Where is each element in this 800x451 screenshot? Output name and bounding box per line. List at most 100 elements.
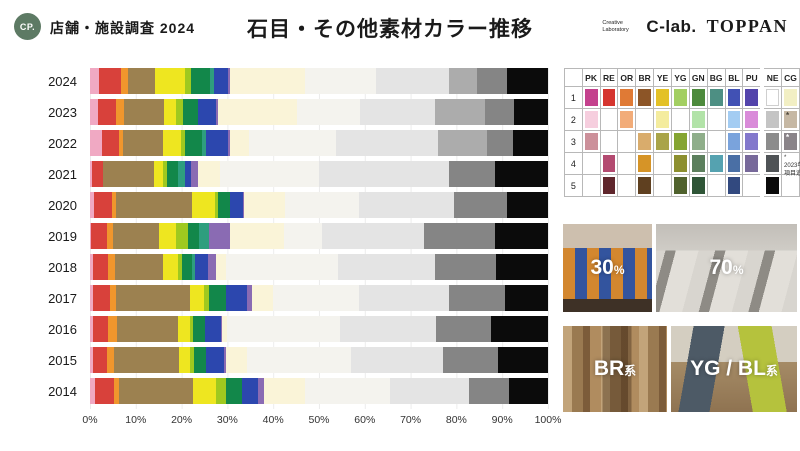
color-swatch (602, 89, 616, 106)
x-tick-90pct: 90% (491, 414, 513, 426)
bar-2016 (90, 316, 548, 342)
segment-RE (94, 192, 112, 218)
segment-BR (124, 99, 164, 125)
bar-2020 (90, 192, 548, 218)
palette-cell-PU5 (742, 174, 763, 197)
palette-cell-GN3 (688, 130, 708, 153)
palette-cell-YG5 (670, 174, 690, 197)
photo-wood-panel: BR系 (563, 326, 667, 412)
segment-YE (163, 130, 181, 156)
color-swatch (673, 155, 687, 172)
segment-YG (190, 347, 195, 373)
palette-cell-BR5 (635, 174, 655, 197)
palette-col-BG: BG (706, 68, 726, 87)
segment-GN (187, 223, 199, 249)
color-swatch (638, 155, 652, 172)
segment-OR (107, 254, 115, 280)
photo-share-label: 70% (709, 256, 744, 279)
segment-BL (226, 285, 248, 311)
palette-col-CG: CG (781, 68, 800, 87)
segment-OR (109, 285, 116, 311)
year-label-2018: 2018 (48, 259, 77, 275)
segment-PU (220, 316, 223, 342)
segment-OR (119, 130, 124, 156)
segment-GN (208, 285, 227, 311)
bar-2022 (90, 130, 548, 156)
segment-LG (389, 378, 470, 404)
color-swatch (766, 177, 780, 194)
palette-cell-YE3 (653, 130, 672, 153)
palette-cell-RE3 (599, 130, 619, 153)
segment-MG (438, 130, 487, 156)
segment-PK (90, 223, 92, 249)
x-tick-30pct: 30% (216, 414, 238, 426)
palette-cell-BG1 (706, 86, 726, 109)
segment-PK (90, 130, 102, 156)
palette-cell-YE2 (653, 108, 672, 131)
color-swatch (584, 89, 598, 106)
segment-DG (484, 99, 515, 125)
segment-WH (272, 285, 360, 311)
color-swatch (784, 133, 797, 150)
color-swatch (691, 155, 705, 172)
bar-2021 (90, 161, 548, 187)
segment-BR (103, 161, 154, 187)
segment-LG (351, 347, 443, 373)
palette-cell-BL1 (724, 86, 744, 109)
palette-col-YE: YE (653, 68, 672, 87)
palette-cell-PU4 (742, 152, 763, 175)
segment-BG (178, 161, 185, 187)
palette-cell-YG4 (670, 152, 690, 175)
palette-cell-BR2 (635, 108, 655, 131)
segment-DG (442, 347, 498, 373)
x-tick-20pct: 20% (171, 414, 193, 426)
segment-BG (210, 68, 215, 94)
segment-RE (92, 254, 108, 280)
segment-DG (434, 254, 497, 280)
segment-CG (263, 378, 305, 404)
palette-cell-NE3 (760, 130, 783, 153)
segment-DG (448, 285, 506, 311)
color-swatch (584, 133, 598, 150)
segment-RE (97, 99, 117, 125)
x-tick-80pct: 80% (445, 414, 467, 426)
segment-RE (92, 161, 104, 187)
palette-cell-PU3 (742, 130, 763, 153)
year-label-2015: 2015 (48, 352, 77, 368)
segment-YE (163, 99, 177, 125)
bar-2018 (90, 254, 548, 280)
segment-DG (423, 223, 495, 249)
color-swatch (766, 155, 780, 172)
palette-col-PU: PU (742, 68, 763, 87)
palette-cell-NE1 (760, 86, 783, 109)
segment-BL (205, 130, 228, 156)
color-swatch (745, 133, 759, 150)
segment-PU (215, 99, 219, 125)
palette-cell-RE2 (599, 108, 619, 131)
segment-BR (123, 130, 164, 156)
palette-col-OR: OR (617, 68, 637, 87)
x-tick-100pct: 100% (534, 414, 562, 426)
palette-col-BR: BR (635, 68, 655, 87)
segment-MG (449, 68, 477, 94)
year-label-2020: 2020 (48, 197, 77, 213)
segment-GN (225, 378, 242, 404)
segment-LG (321, 223, 424, 249)
segment-BK (513, 130, 548, 156)
segment-YE (155, 68, 185, 94)
segment-BK (507, 192, 548, 218)
segment-GN (194, 347, 206, 373)
segment-LG (359, 192, 454, 218)
photo-mosaic-counter: 30% (563, 224, 652, 312)
color-swatch (784, 111, 797, 128)
segment-YE (163, 254, 179, 280)
segment-OR (106, 347, 114, 373)
segment-PU (191, 161, 199, 187)
segment-BR (115, 192, 193, 218)
segment-OR (111, 192, 116, 218)
palette-cell-GN4 (688, 152, 708, 175)
color-swatch (656, 133, 669, 150)
segment-PK (90, 254, 93, 280)
segment-BG (198, 223, 209, 249)
segment-YE (159, 223, 177, 249)
